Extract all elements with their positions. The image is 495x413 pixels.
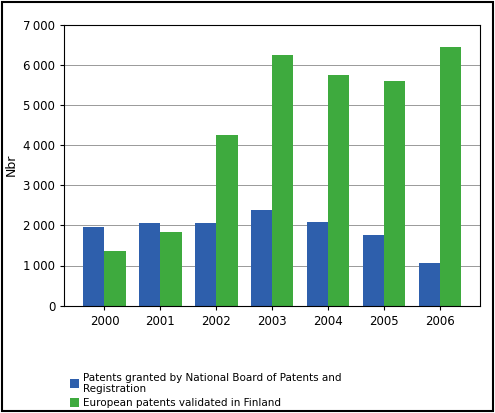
Bar [104,251,126,306]
Bar [328,75,349,306]
Bar [160,232,182,306]
Bar [440,47,461,306]
Bar [216,135,238,306]
Bar [83,228,104,306]
Bar [251,210,272,306]
Bar [419,263,440,306]
Bar [139,223,160,306]
Bar [195,223,216,306]
Bar [363,235,384,306]
Bar [272,55,294,306]
Y-axis label: Nbr: Nbr [5,154,18,176]
Bar [307,222,328,306]
Bar [384,81,405,306]
Legend: Patents granted by National Board of Patents and
Registration, European patents : Patents granted by National Board of Pat… [70,373,342,408]
